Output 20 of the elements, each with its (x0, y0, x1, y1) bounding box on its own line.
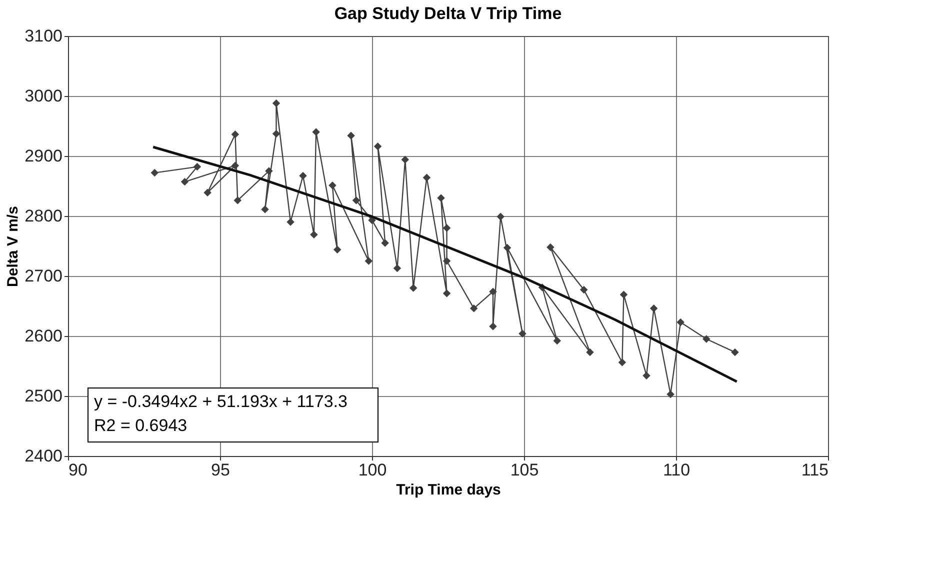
y-axis-title: Delta V m/s (4, 206, 22, 287)
x-tick-label: 105 (510, 460, 539, 480)
y-tick-label: 2600 (24, 326, 62, 346)
x-tick-label: 95 (211, 460, 230, 480)
y-tick-label: 3000 (24, 86, 62, 106)
y-tick-label: 2500 (24, 386, 62, 406)
annotation: y = -0.3494x2 + 51.193x + 1173.3 (94, 392, 348, 411)
line-series (152, 146, 738, 383)
y-tick-label: 2700 (24, 266, 62, 286)
x-tick-label: 100 (358, 460, 387, 480)
y-tick-label: 2800 (24, 206, 62, 226)
x-tick-label: 115 (801, 460, 828, 480)
chart-title: Gap Study Delta V Trip Time (334, 4, 562, 23)
y-tick-label: 3100 (24, 26, 62, 46)
x-tick-label: 110 (662, 460, 690, 480)
x-axis-title: Trip Time days (396, 482, 501, 498)
y-tick-label: 2400 (24, 446, 62, 466)
annotation: R2 = 0.6943 (94, 416, 188, 435)
y-tick-label: 2900 (24, 146, 62, 166)
x-tick-label: 90 (68, 460, 88, 480)
